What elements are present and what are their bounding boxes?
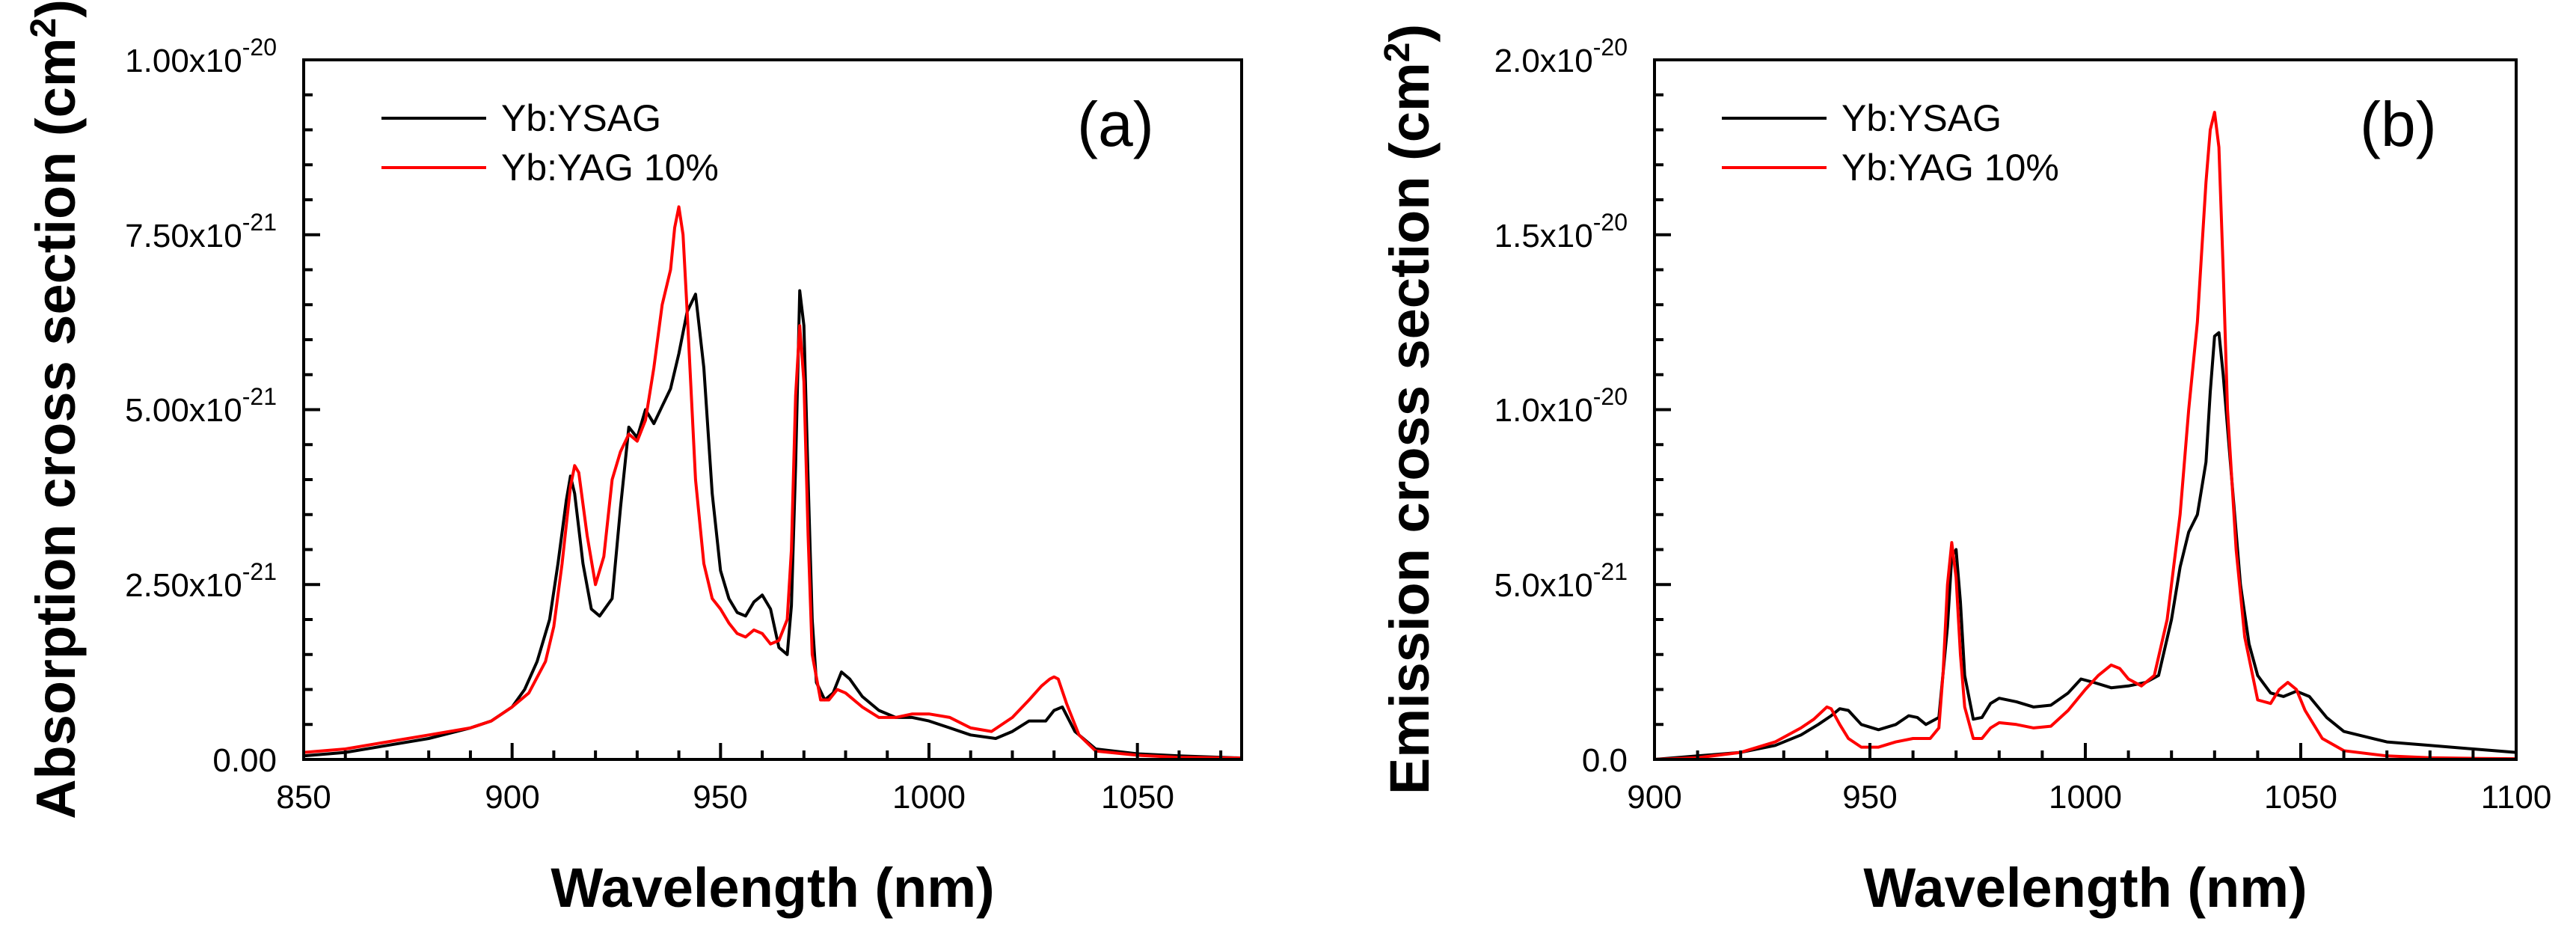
panel-a-ticks	[302, 58, 1223, 761]
panel-a-series-line-ybyag	[303, 205, 1242, 760]
panel-b-xtick-label: 1100	[2481, 779, 2552, 816]
panel-b-xtick-label: 1000	[2049, 779, 2122, 816]
panel-a-ytick-label: 2.50x10-21	[125, 558, 277, 604]
panel-a-tag: (a)	[1077, 89, 1154, 159]
panel-b-ticks	[1653, 58, 2518, 761]
panel-b-xtick-label: 950	[1842, 779, 1897, 816]
panel-b-legend-label: Yb:YSAG	[1841, 97, 2002, 139]
panel-a-xtick-label: 850	[276, 779, 331, 816]
panel-b-xtick-label: 1050	[2264, 779, 2337, 816]
panel-b: 0.0 5.0x10-21 1.0x10-20 1.5x10-20 2.0x10…	[1378, 24, 2551, 919]
panel-b-series-line-ybysag	[1654, 331, 2517, 761]
panel-b-series-line-ybyag	[1654, 111, 2517, 761]
panel-b-ytick-label: 1.0x10-20	[1494, 383, 1628, 429]
panel-a-y-axis-title: Absorption cross section (cm2)	[24, 0, 87, 819]
panel-b-ytick-label: 5.0x10-21	[1494, 558, 1628, 604]
panel-a-series-line-ybysag	[303, 289, 1242, 760]
panel-a-ytick-label: 0.00	[212, 742, 277, 779]
panel-a-ytick-label: 7.50x10-21	[125, 209, 277, 254]
panel-a-ytick-label: 5.00x10-21	[125, 383, 277, 429]
panel-b-xtick-label: 900	[1627, 779, 1681, 816]
panel-a-xtick-label: 1000	[892, 779, 966, 816]
panel-a-ytick-label: 1.00x10-20	[125, 34, 277, 79]
panel-b-tag: (b)	[2360, 89, 2437, 159]
panel-a-x-axis-title: Wavelength (nm)	[551, 857, 994, 919]
panel-b-ytick-label: 1.5x10-20	[1494, 209, 1628, 254]
panel-b-ytick-label: 2.0x10-20	[1494, 34, 1628, 79]
panel-a-xtick-label: 1050	[1101, 779, 1174, 816]
panel-a-legend-label: Yb:YAG 10%	[501, 147, 719, 189]
panel-a: 0.00 2.50x10-21 5.00x10-21 7.50x10-21 1.…	[24, 0, 1243, 919]
panel-a-series	[303, 205, 1242, 760]
panel-b-x-axis-title: Wavelength (nm)	[1863, 857, 2307, 919]
panel-a-legend-label: Yb:YSAG	[501, 97, 661, 139]
panel-a-xtick-label: 900	[485, 779, 539, 816]
panel-b-y-axis-title: Emission cross section (cm2)	[1378, 24, 1441, 795]
panel-b-legend-label: Yb:YAG 10%	[1841, 147, 2059, 189]
panel-a-xtick-label: 950	[693, 779, 747, 816]
panel-a-plot-frame	[302, 58, 1243, 761]
panel-b-series	[1654, 111, 2517, 761]
panel-b-ytick-label: 0.0	[1582, 742, 1628, 779]
panel-b-plot-frame	[1653, 58, 2518, 761]
